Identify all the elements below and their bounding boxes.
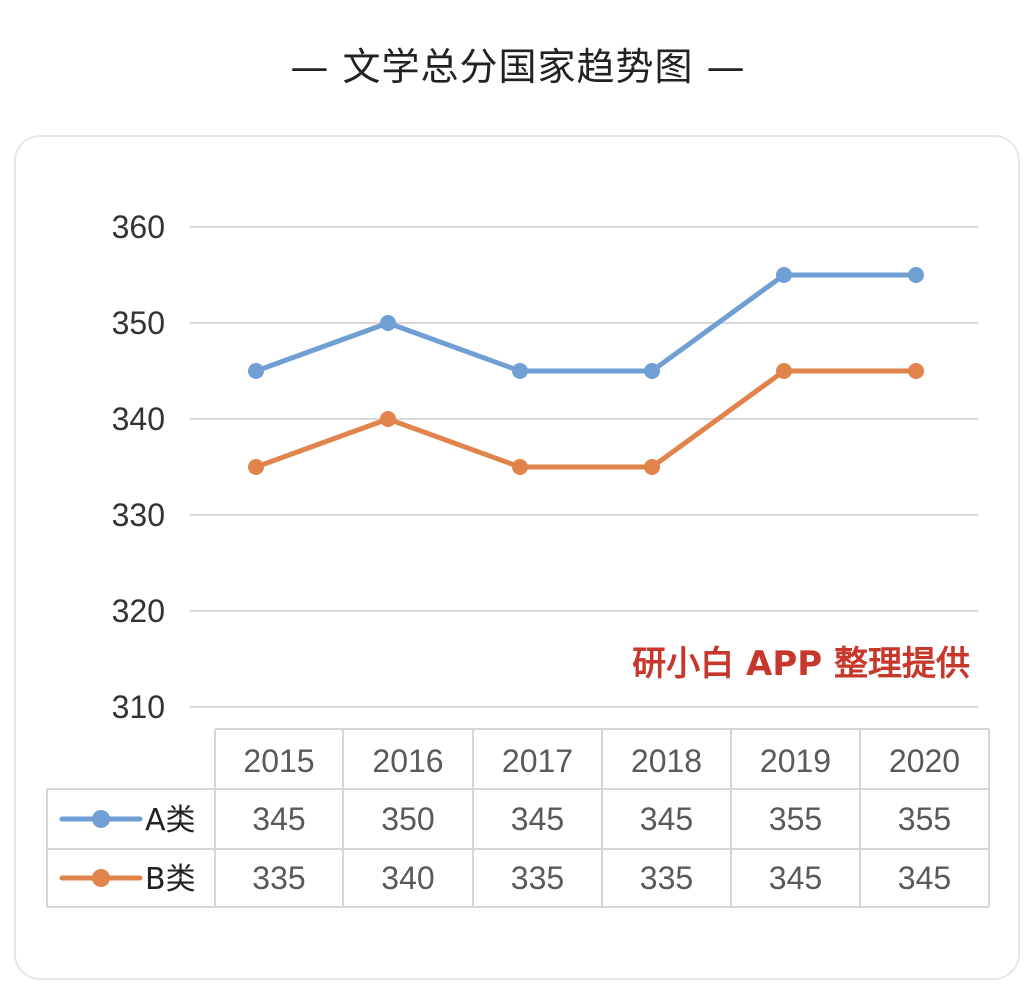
data-point: [776, 267, 792, 283]
y-tick-label: 330: [112, 497, 165, 533]
x-tick-label: 2016: [372, 743, 443, 779]
table-cell-value: 340: [381, 860, 434, 896]
table-cell-value: 355: [769, 801, 822, 837]
table-cell-value: 335: [640, 860, 693, 896]
x-tick-label: 2015: [243, 743, 314, 779]
data-point: [776, 363, 792, 379]
chart-title: — 文学总分国家趋势图 —: [290, 45, 746, 89]
x-tick-label: 2018: [631, 743, 702, 779]
legend-key-marker: [92, 810, 110, 828]
table-cell-value: 350: [381, 801, 434, 837]
series-line-1: [253, 368, 919, 470]
table-cell-value: 335: [252, 860, 305, 896]
y-tick-label: 320: [112, 593, 165, 629]
data-point: [512, 459, 528, 475]
legend-key-marker: [92, 869, 110, 887]
y-axis-ticks: 360 350 340 330 320 310: [112, 209, 165, 725]
watermark-text: 研小白 APP 整理提供: [632, 644, 970, 684]
data-point: [644, 363, 660, 379]
legend-label: B类: [145, 862, 196, 897]
y-tick-label: 340: [112, 401, 165, 437]
table-cell-value: 345: [898, 860, 951, 896]
table-cell-value: 355: [898, 801, 951, 837]
gridlines: [190, 226, 978, 708]
data-table: 2015 2016 2017 2018 2019 2020 A类 345 350 345 345 35…: [46, 728, 990, 908]
data-point: [380, 315, 396, 331]
data-point: [248, 459, 264, 475]
x-tick-label: 2020: [889, 743, 960, 779]
data-point: [248, 363, 264, 379]
y-tick-label: 310: [112, 689, 165, 725]
table-cell-value: 345: [511, 801, 564, 837]
series-lines: [253, 272, 919, 470]
data-point: [908, 267, 924, 283]
data-point: [380, 411, 396, 427]
y-tick-label: 360: [112, 209, 165, 245]
data-point: [512, 363, 528, 379]
legend-label: A类: [145, 803, 196, 838]
data-point: [908, 363, 924, 379]
series-line-0: [253, 272, 919, 374]
table-cell-value: 345: [252, 801, 305, 837]
series-points: [248, 267, 924, 475]
table-cell-value: 345: [640, 801, 693, 837]
x-tick-label: 2019: [760, 743, 831, 779]
y-tick-label: 350: [112, 305, 165, 341]
x-tick-label: 2017: [502, 743, 573, 779]
table-cell-value: 335: [511, 860, 564, 896]
data-point: [644, 459, 660, 475]
table-cell-value: 345: [769, 860, 822, 896]
